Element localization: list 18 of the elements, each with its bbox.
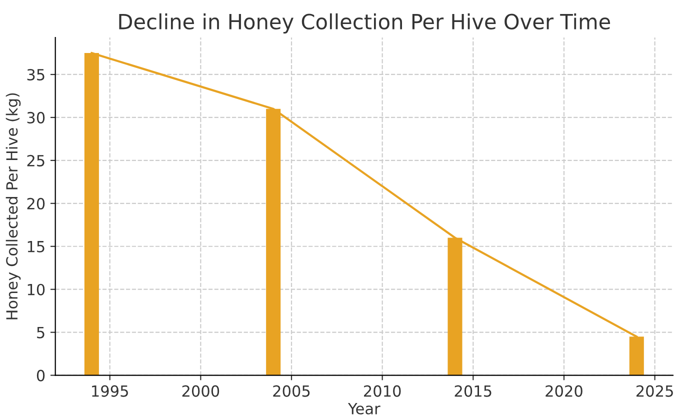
x-tick-label: 2020 — [546, 385, 582, 397]
y-tick-label: 15 — [28, 241, 44, 252]
y-tick-label: 10 — [28, 284, 45, 296]
x-tick-label: 2000 — [182, 385, 220, 397]
y-tick-label: 35 — [27, 68, 44, 81]
x-tick-label: 1995 — [92, 385, 128, 397]
x-tick-label: 2005 — [273, 385, 310, 397]
y-axis-title: Honey Collected Per Hive (kg) — [6, 93, 21, 320]
x-tick-label: 2010 — [364, 385, 401, 397]
y-tick-label: 0 — [36, 370, 45, 382]
y-tick-label: 30 — [27, 112, 45, 124]
y-tick-label: 5 — [37, 326, 44, 338]
x-tick-label: 2025 — [636, 385, 673, 397]
x-tick-label: 2015 — [454, 385, 492, 397]
x-axis-title: Year — [348, 403, 380, 414]
chart-title: Decline in Honey Collection Per Hive Over Time — [119, 13, 610, 34]
y-tick-label: 25 — [27, 154, 44, 166]
y-tick-label: 20 — [27, 198, 45, 210]
